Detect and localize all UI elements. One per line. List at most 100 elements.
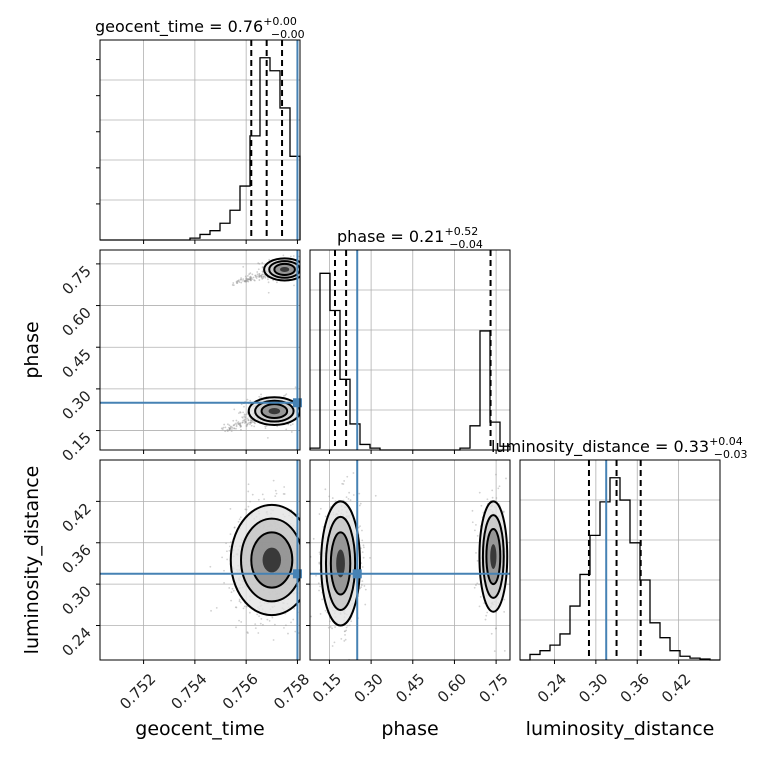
scatter-point (229, 507, 232, 510)
x-tick-label: 0.754 (168, 670, 211, 713)
scatter-point (346, 624, 349, 627)
scatter-point (327, 626, 330, 629)
scatter-point (254, 274, 257, 277)
scatter-point (303, 559, 305, 561)
scatter-point (302, 591, 304, 593)
scatter-point (302, 262, 304, 264)
density-level (262, 547, 282, 573)
truth-marker (292, 569, 302, 579)
scatter-point (235, 626, 237, 629)
scatter-point (260, 396, 262, 399)
contour-line (329, 531, 352, 596)
y-tick-label: 0.36 (58, 541, 94, 577)
scatter-point (245, 277, 248, 280)
scatter-point (361, 551, 364, 554)
scatter-point (303, 506, 305, 508)
scatter-point (311, 412, 313, 414)
scatter-point (221, 428, 224, 431)
x-tick-label: 0.60 (434, 670, 470, 706)
scatter-point (242, 416, 244, 419)
scatter-point (308, 540, 310, 542)
scatter-point (312, 564, 314, 566)
scatter-point (258, 615, 260, 618)
scatter-point (341, 482, 344, 485)
scatter-point (319, 613, 322, 615)
scatter-point (361, 539, 364, 542)
x-tick-label: 0.752 (116, 670, 159, 713)
scatter-points (310, 472, 509, 660)
scatter-point (349, 499, 352, 501)
scatter-point (479, 595, 482, 598)
scatter-point (491, 496, 494, 499)
scatter-point (230, 599, 233, 602)
scatter-point (242, 279, 244, 282)
scatter-point (261, 493, 264, 496)
scatter-point (215, 606, 218, 609)
scatter-point (352, 494, 355, 496)
scatter-point (350, 620, 353, 623)
scatter-point (345, 626, 348, 629)
scatter-point (231, 426, 234, 429)
scatter-point (236, 282, 239, 284)
scatter-point (301, 564, 303, 566)
contour-line (481, 514, 505, 599)
joint-phase-luminosity-distance-panel: 0.15 0.30 0.45 0.60 0.75 (306, 459, 512, 706)
scatter-points (220, 254, 314, 439)
scatter-point (239, 411, 242, 413)
scatter-point (306, 523, 308, 525)
xlabel-phase: phase (381, 718, 438, 740)
scatter-point (246, 423, 249, 426)
scatter-point (253, 425, 256, 428)
scatter-point (312, 273, 314, 275)
scatter-point (290, 431, 293, 433)
scatter-point (308, 264, 310, 266)
scatter-point (478, 605, 481, 608)
scatter-point (237, 520, 240, 523)
scatter-point (502, 510, 505, 513)
x-tick-label: 0.758 (270, 670, 313, 713)
scatter-point (302, 406, 304, 408)
scatter-point (342, 483, 345, 485)
contour-line (268, 260, 300, 279)
scatter-point (319, 507, 322, 510)
scatter-point (290, 621, 292, 624)
scatter-point (374, 494, 377, 497)
scatter-point (242, 607, 245, 610)
scatter-point (239, 516, 242, 519)
scatter-point (226, 550, 228, 553)
scatter-point (229, 533, 232, 536)
scatter-point (347, 497, 350, 500)
scatter-point (233, 424, 235, 427)
scatter-point (369, 556, 371, 559)
scatter-point (226, 558, 229, 561)
scatter-point (348, 491, 351, 494)
scatter-point (311, 551, 313, 553)
scatter-point (246, 275, 249, 277)
scatter-point (476, 534, 479, 537)
scatter-point (315, 578, 317, 580)
scatter-point (301, 605, 303, 607)
scatter-points (209, 479, 317, 641)
scatter-point (333, 641, 336, 644)
scatter-point (256, 273, 259, 276)
scatter-point (230, 426, 232, 429)
scatter-point (478, 491, 481, 494)
scatter-point (231, 587, 234, 590)
scatter-point (502, 511, 505, 514)
scatter-point (223, 569, 225, 572)
scatter-point (264, 427, 267, 430)
contour-line (320, 500, 361, 627)
scatter-point (302, 273, 304, 275)
scatter-point (232, 589, 235, 592)
scatter-point (267, 278, 269, 281)
scatter-point (239, 411, 242, 414)
scatter-point (484, 618, 487, 621)
scatter-point (262, 275, 265, 278)
scatter-point (243, 405, 245, 408)
density-level (490, 544, 497, 569)
scatter-point (273, 623, 276, 626)
scatter-point (250, 419, 253, 422)
scatter-point (255, 277, 258, 279)
scatter-point (249, 500, 252, 503)
scatter-point (307, 590, 309, 592)
